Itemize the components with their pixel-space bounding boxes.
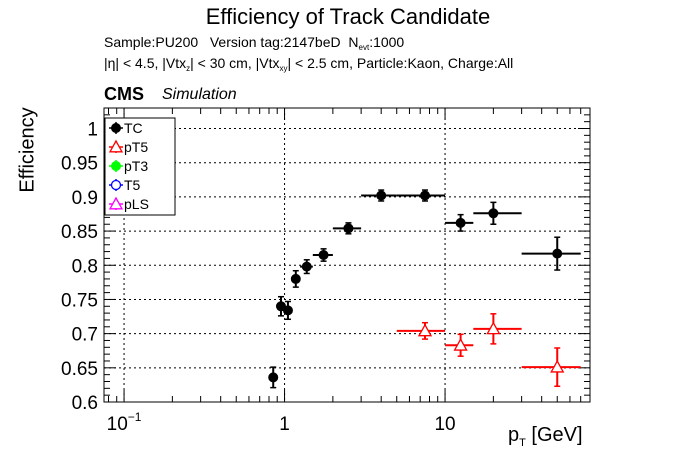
- data-point-tc: [290, 273, 301, 284]
- cms-label: CMS: [104, 84, 144, 104]
- nevt-subscript: evt: [358, 43, 370, 52]
- cut-vtxz-sub: z: [186, 64, 191, 73]
- data-point-tc: [343, 223, 354, 234]
- data-point-pt5: [453, 337, 468, 351]
- x-axis-label-sub: T: [519, 437, 526, 449]
- legend-label: T5: [124, 177, 141, 193]
- legend-label: pLS: [124, 196, 149, 212]
- data-point-pt5: [550, 359, 565, 373]
- legend-label: pT3: [124, 158, 148, 174]
- sample-label: Sample:PU200: [104, 34, 199, 50]
- y-tick-label: 0.95: [61, 154, 98, 175]
- nevt-prefix: N: [348, 34, 359, 50]
- x-axis-label-unit: [GeV]: [525, 424, 583, 446]
- data-point-pt5: [417, 323, 433, 337]
- legend-label: pT5: [124, 139, 148, 155]
- x-axis-label-main: p: [508, 424, 520, 446]
- x-tick-label: 1: [279, 414, 290, 435]
- legend-marker-pt5: [108, 139, 124, 153]
- y-tick-label: 0.65: [61, 359, 98, 380]
- version-tag: Version tag:2147beD: [209, 34, 341, 50]
- cut-rest: | < 2.5 cm, Particle:Kaon, Charge:All: [287, 55, 514, 71]
- x-axis-label: pT [GeV]: [508, 424, 583, 449]
- y-tick-label: 0.6: [72, 393, 98, 414]
- data-point-tc: [420, 190, 431, 201]
- legend-marker-t5: [110, 179, 122, 191]
- data-point-tc: [318, 250, 329, 260]
- sample-info-line: Sample:PU200 Version tag:2147beD Nevt:10…: [104, 34, 404, 52]
- nevt-value: :1000: [369, 34, 405, 50]
- y-tick-label: 1: [87, 120, 98, 141]
- data-point-tc: [455, 217, 466, 228]
- cut-vtxz: | < 30 cm, |Vtx: [190, 55, 280, 71]
- data-point-tc: [301, 261, 312, 272]
- cut-eta: |η| < 4.5, |Vtx: [104, 55, 187, 71]
- plot-frame-bg: [104, 108, 590, 402]
- data-point-tc: [376, 190, 387, 201]
- plot-frame: [103, 107, 591, 403]
- legend-marker-tc: [111, 123, 121, 133]
- y-tick-label: 0.85: [61, 222, 98, 243]
- data-point-tc: [268, 372, 279, 383]
- y-tick-label: 0.9: [72, 188, 98, 209]
- data-point-tc: [488, 208, 499, 219]
- legend-marker-pls: [108, 196, 124, 210]
- x-tick-label: 10: [434, 414, 455, 435]
- x-tick-label: 10−1: [107, 410, 142, 435]
- chart-title: Efficiency of Track Candidate: [205, 4, 491, 29]
- legend-marker-pt3: [111, 161, 121, 171]
- y-tick-label: 0.75: [61, 290, 98, 311]
- data-point-pt5: [486, 321, 501, 335]
- y-tick-label: 0.8: [72, 256, 98, 277]
- selection-cuts-line: |η| < 4.5, |Vtxz| < 30 cm, |Vtxxy| < 2.5…: [104, 55, 513, 73]
- y-tick-label: 0.7: [72, 325, 98, 346]
- x-tick-label-exponent: −1: [128, 410, 142, 424]
- data-point-tc: [552, 248, 563, 259]
- data-point-tc: [282, 305, 293, 316]
- simulation-label: Simulation: [162, 86, 237, 103]
- cut-vtxxy-sub: xy: [279, 64, 288, 73]
- legend-label: TC: [124, 120, 143, 136]
